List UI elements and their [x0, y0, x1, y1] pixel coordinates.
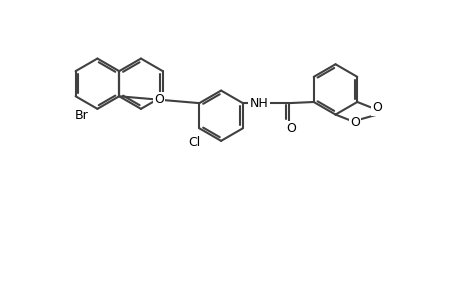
Text: Br: Br	[74, 109, 88, 122]
Text: NH: NH	[249, 97, 268, 110]
Text: O: O	[285, 122, 295, 135]
Text: O: O	[349, 116, 359, 129]
Text: Cl: Cl	[188, 136, 201, 149]
Text: O: O	[371, 101, 381, 114]
Text: O: O	[154, 93, 164, 106]
